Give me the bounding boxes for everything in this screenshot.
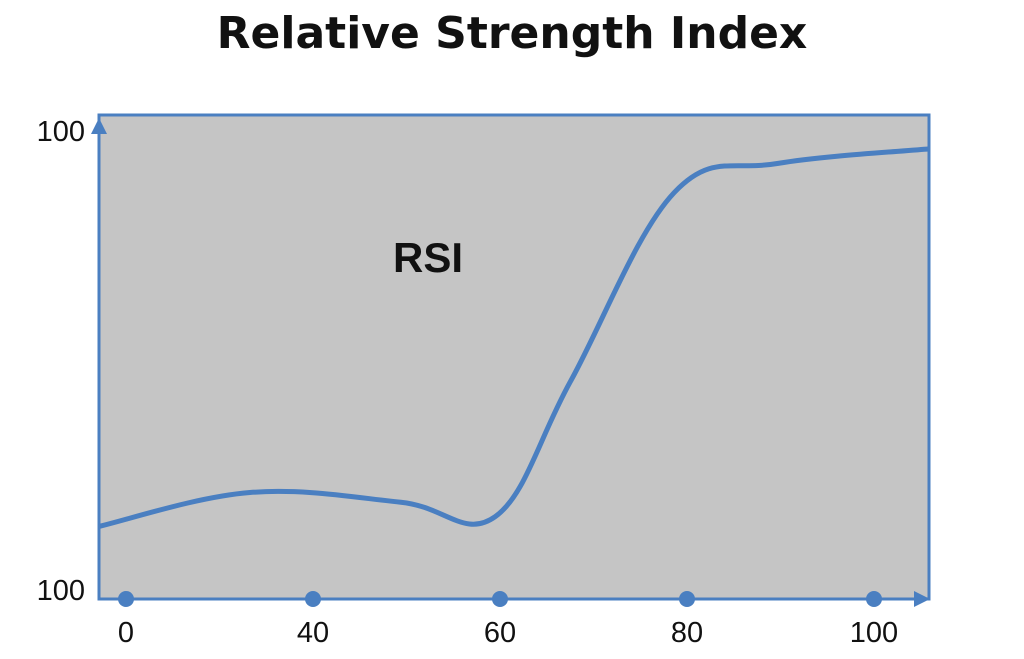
x-tick-marker <box>118 591 134 607</box>
rsi-series-line <box>98 146 930 529</box>
rsi-series-label: RSI <box>393 234 463 281</box>
tick-layer: 0 40 60 80 100 100 100 <box>37 116 899 649</box>
x-tick-marker <box>305 591 321 607</box>
plot-area <box>97 113 931 601</box>
x-axis-arrow-icon <box>914 591 930 607</box>
x-tick-marker <box>492 591 508 607</box>
x-tick-label: 40 <box>297 617 329 649</box>
x-tick-label: 100 <box>850 617 898 649</box>
y-axis-arrow-icon <box>91 118 107 134</box>
y-tick-label: 100 <box>37 575 85 607</box>
chart-title: Relative Strength Index <box>216 8 808 59</box>
x-tick-marker <box>866 591 882 607</box>
x-tick-label: 60 <box>484 617 516 649</box>
x-tick-marker <box>679 591 695 607</box>
x-tick-label: 0 <box>118 617 134 649</box>
series-layer <box>98 146 930 529</box>
y-tick-label: 100 <box>37 116 85 148</box>
x-tick-label: 80 <box>671 617 703 649</box>
